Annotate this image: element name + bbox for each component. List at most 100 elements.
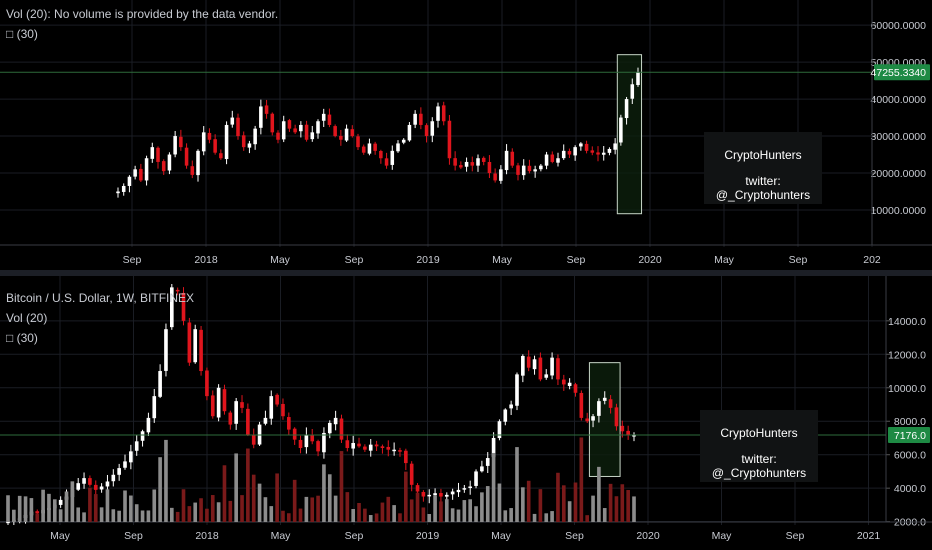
volume-bar	[269, 506, 274, 522]
y-tick-label: 10000.0	[888, 383, 926, 395]
candle-body	[259, 106, 263, 128]
volume-bar	[93, 494, 98, 522]
candle-body	[550, 357, 554, 376]
volume-bar	[298, 508, 303, 522]
x-tick-label: Sep	[565, 530, 584, 542]
x-tick-label: May	[271, 530, 292, 542]
candle-body	[415, 485, 420, 492]
candle-body	[201, 132, 206, 152]
candle-body	[316, 121, 320, 134]
bottom-chart-canvas[interactable]: 14000.0 12000.0 10000.0 8000.0 6000.0 4000.0 2…	[0, 276, 932, 550]
volume-bar	[433, 495, 437, 522]
candle-body	[181, 292, 186, 321]
volume-bar	[88, 487, 92, 522]
volume-bar	[52, 499, 57, 522]
volume-bar	[304, 496, 309, 522]
volume-bar	[222, 465, 227, 522]
top-volume-legend[interactable]: Vol (20): No volume is provided by the d…	[6, 7, 279, 21]
volume-bar	[23, 496, 28, 522]
x-tick-label: Sep	[789, 254, 808, 266]
candle-body	[573, 384, 578, 393]
candle-body	[327, 114, 332, 125]
candle-body	[516, 165, 520, 175]
top-legend: Vol (20): No volume is provided by the d…	[6, 4, 278, 44]
candle-body	[6, 521, 10, 524]
volume-bar	[462, 500, 467, 522]
volume-bar	[439, 501, 443, 522]
candle-body	[550, 154, 555, 162]
candle-body	[117, 468, 121, 475]
candle-body	[499, 169, 503, 181]
candle-body	[140, 431, 145, 441]
volume-bar	[175, 511, 180, 522]
bottom-symbol-title[interactable]: Bitcoin / U.S. Dollar, 1W, BITFINEX	[6, 291, 195, 305]
volume-bar	[602, 508, 607, 522]
volume-bar	[544, 513, 549, 522]
candle-body	[567, 151, 572, 155]
pane-divider[interactable]	[0, 270, 932, 276]
candle-body	[421, 491, 426, 497]
candle-body	[327, 422, 332, 434]
candle-body	[175, 289, 180, 292]
candle-body	[515, 374, 519, 406]
candle-body	[222, 389, 227, 412]
candle-body	[579, 392, 584, 418]
volume-bar	[35, 513, 40, 522]
volume-bar	[532, 513, 537, 522]
y-tick-label: 20000.0000	[871, 168, 927, 180]
volume-bar	[503, 510, 508, 522]
candle-body	[269, 396, 274, 419]
candle-body	[127, 176, 132, 186]
candle-body	[521, 165, 526, 176]
candle-body	[179, 136, 183, 148]
candle-body	[251, 435, 256, 445]
y-tick-label: 60000.0000	[871, 20, 927, 32]
volume-bar	[169, 507, 174, 522]
candle-body	[167, 154, 172, 171]
candle-body	[99, 486, 104, 490]
candle-body	[503, 409, 508, 422]
volume-bar	[380, 502, 385, 522]
candle-body	[526, 356, 531, 368]
top-ma-legend[interactable]: □ (30)	[6, 27, 38, 41]
candle-body	[213, 139, 217, 153]
candle-body	[462, 488, 467, 490]
candle-body	[404, 450, 408, 464]
top-chart-canvas[interactable]: 60000.000050000.000040000.000030000.0000…	[0, 0, 932, 270]
volume-bar	[450, 508, 455, 522]
candle-body	[139, 168, 143, 181]
candle-body	[419, 113, 423, 125]
volume-bar	[310, 497, 315, 522]
volume-bar	[70, 481, 75, 522]
candle-body	[184, 147, 189, 166]
volume-bar	[345, 492, 350, 522]
candle-body	[608, 399, 613, 408]
candle-body	[310, 435, 315, 442]
volume-bar	[485, 486, 490, 522]
candle-body	[339, 418, 344, 440]
candle-body	[493, 173, 497, 181]
bottom-volume-legend[interactable]: Vol (20)	[6, 311, 48, 325]
candle-body	[532, 359, 537, 370]
volume-bar	[129, 495, 133, 522]
candle-body	[351, 442, 355, 449]
candle-body	[567, 382, 572, 386]
candle-body	[632, 435, 636, 437]
candle-body	[161, 161, 166, 172]
candle-body	[374, 444, 379, 447]
candle-body	[573, 147, 577, 156]
candle-body	[396, 143, 400, 152]
bottom-chart-pane[interactable]: 14000.0 12000.0 10000.0 8000.0 6000.0 4000.0 2…	[0, 276, 932, 550]
x-tick-label: Sep	[786, 530, 805, 542]
volume-bar	[41, 489, 45, 522]
candle-body	[82, 478, 86, 484]
candle-body	[240, 402, 244, 408]
top-chart-pane[interactable]: 60000.0000 50000.0000 40000.0000 30000.0000…	[0, 0, 932, 270]
candle-body	[453, 158, 457, 166]
x-tick-label: 2018	[194, 254, 218, 266]
bottom-ma-legend[interactable]: □ (30)	[6, 331, 38, 345]
candle-body	[584, 143, 589, 151]
candle-body	[316, 441, 320, 452]
candle-body	[304, 124, 309, 140]
volume-bar	[47, 493, 51, 522]
